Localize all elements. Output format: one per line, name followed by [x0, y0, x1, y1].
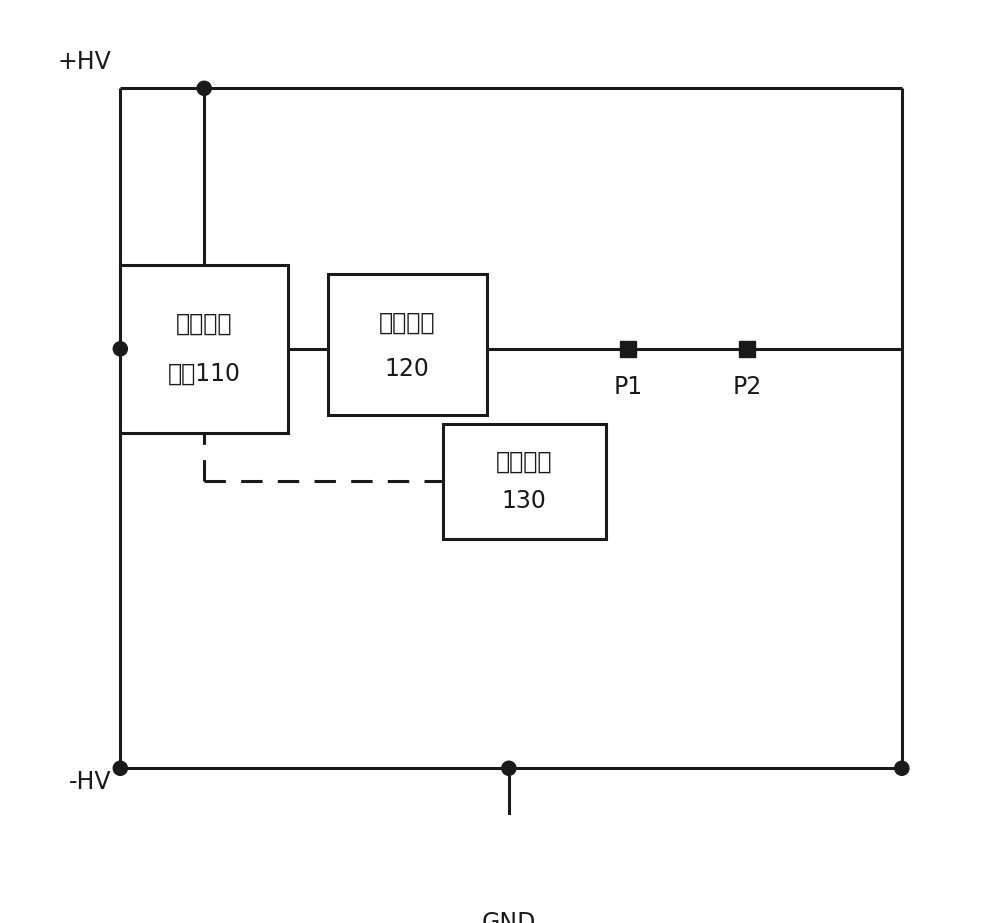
Text: P1: P1 [614, 376, 643, 400]
Circle shape [113, 761, 127, 775]
Circle shape [895, 761, 909, 775]
Bar [120, 265, 288, 433]
Bar [443, 424, 606, 539]
Text: 120: 120 [385, 357, 430, 381]
Text: +HV: +HV [58, 50, 111, 74]
Text: 第一发射: 第一发射 [176, 312, 232, 336]
Text: 电路110: 电路110 [168, 362, 241, 386]
Text: -HV: -HV [69, 770, 111, 794]
Text: 130: 130 [502, 488, 547, 512]
Circle shape [197, 81, 211, 95]
Text: P2: P2 [733, 376, 762, 400]
Circle shape [502, 761, 516, 775]
Text: 控制电路: 控制电路 [496, 450, 553, 473]
Bar [739, 341, 755, 357]
Text: 滤波电路: 滤波电路 [379, 310, 436, 334]
Circle shape [113, 342, 127, 356]
Text: GND: GND [482, 911, 536, 923]
Bar [620, 341, 636, 357]
Bar [328, 274, 487, 415]
